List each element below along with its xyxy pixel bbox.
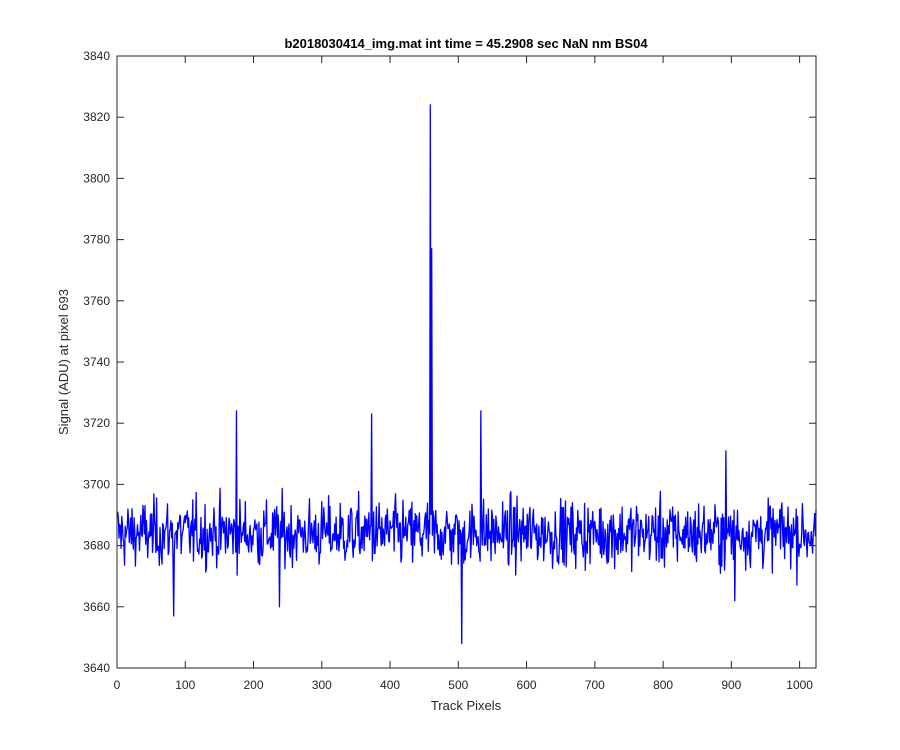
y-tick-label: 3680 <box>83 539 110 553</box>
x-tick-label: 500 <box>448 678 468 692</box>
y-axis-label: Signal (ADU) at pixel 693 <box>56 289 71 435</box>
y-tick-label: 3640 <box>83 661 110 675</box>
y-tick-label: 3780 <box>83 233 110 247</box>
y-tick-label: 3720 <box>83 416 110 430</box>
x-axis-label: Track Pixels <box>431 698 502 713</box>
x-tick-label: 300 <box>312 678 332 692</box>
chart-title: b2018030414_img.mat int time = 45.2908 s… <box>284 36 648 51</box>
x-tick-label: 400 <box>380 678 400 692</box>
x-tick-label: 600 <box>517 678 537 692</box>
y-tick-label: 3700 <box>83 477 110 491</box>
y-tick-label: 3740 <box>83 355 110 369</box>
y-tick-label: 3660 <box>83 600 110 614</box>
y-tick-label: 3820 <box>83 110 110 124</box>
x-tick-label: 1000 <box>786 678 813 692</box>
x-tick-label: 0 <box>114 678 121 692</box>
y-tick-label: 3760 <box>83 294 110 308</box>
axes-box <box>116 55 817 669</box>
signal-series-line <box>117 104 817 645</box>
y-tick-label: 3840 <box>83 49 110 63</box>
plot-area <box>117 56 816 668</box>
x-tick-label: 800 <box>653 678 673 692</box>
series-layer <box>117 104 817 645</box>
x-tick-label: 100 <box>175 678 195 692</box>
ticks-layer: 0 100 200 300 400 500 600 700 800 900 1000 3640 3660… <box>83 49 816 692</box>
x-tick-label: 700 <box>585 678 605 692</box>
y-tick-label: 3800 <box>83 171 110 185</box>
x-tick-label: 900 <box>721 678 741 692</box>
x-tick-label: 200 <box>244 678 264 692</box>
